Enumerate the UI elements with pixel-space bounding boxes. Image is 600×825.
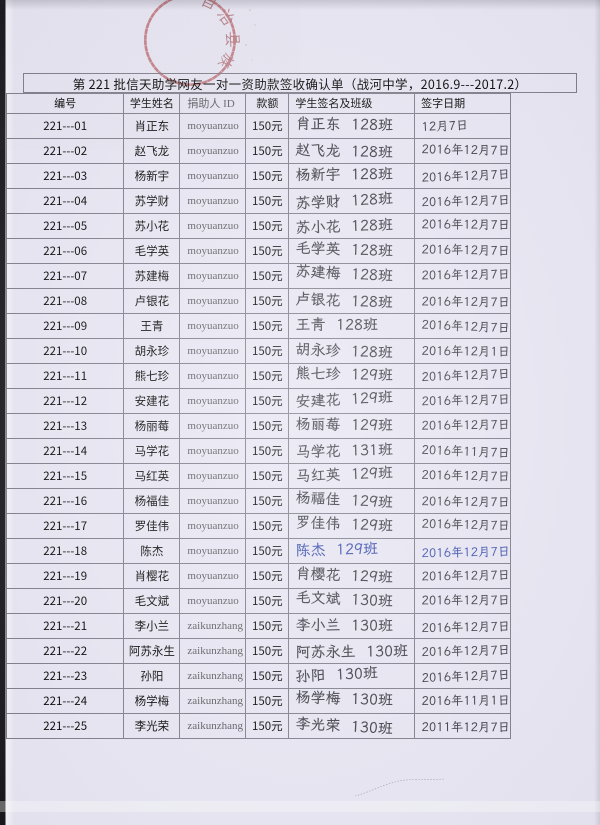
svg-text:族: 族 — [214, 49, 239, 72]
svg-text:治: 治 — [213, 4, 242, 31]
svg-text:县: 县 — [222, 31, 245, 48]
